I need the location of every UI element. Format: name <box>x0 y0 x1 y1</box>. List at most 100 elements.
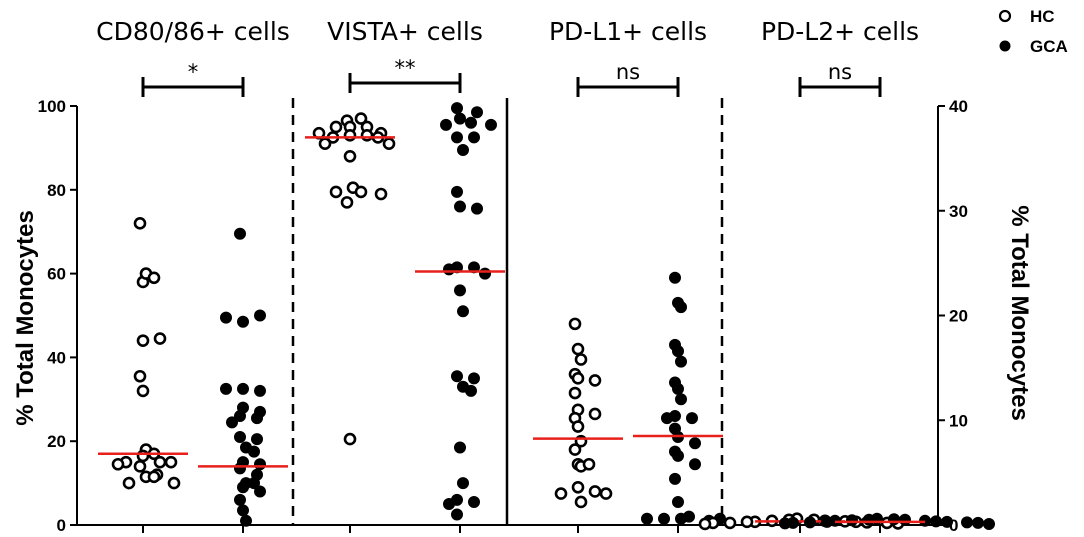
hc-data-point <box>571 480 585 494</box>
hc-data-point <box>588 485 602 498</box>
gca-data-point <box>941 515 953 528</box>
gca-data-point <box>983 517 995 530</box>
panel-title: CD80/86+ cells <box>96 17 290 46</box>
hc-data-point <box>582 457 596 471</box>
left-y-axis-label: % Total Monocytes <box>12 210 39 426</box>
hc-data-point <box>133 460 147 473</box>
gca-data-point <box>454 200 466 213</box>
gca-data-point <box>454 112 466 125</box>
gca-data-point <box>254 485 266 498</box>
gca-data-point <box>451 370 463 383</box>
hc-data-point <box>568 443 582 456</box>
hc-data-point <box>354 185 368 199</box>
gca-data-point <box>254 458 266 471</box>
hc-data-point <box>329 185 343 199</box>
gca-data-point <box>234 493 246 506</box>
gca-data-point <box>248 477 260 490</box>
right-y-axis-label: % Total Monocytes <box>1006 205 1033 421</box>
hc-data-point <box>698 517 712 531</box>
right-tick-label: 30 <box>949 202 968 221</box>
gca-data-point <box>451 131 463 144</box>
hc-data-point <box>164 455 178 469</box>
hc-data-point <box>340 196 354 209</box>
hc-data-point <box>136 334 150 347</box>
hc-data-point <box>147 470 161 484</box>
left-tick-label: 40 <box>47 348 66 367</box>
hc-data-point <box>571 342 585 356</box>
gca-data-point <box>479 267 491 280</box>
gca-data-point <box>846 514 858 527</box>
right-tick-label: 40 <box>949 97 968 116</box>
gca-data-point <box>251 412 263 425</box>
significance-label: ** <box>395 56 416 80</box>
gca-data-point <box>821 515 833 528</box>
hc-data-point <box>153 455 167 469</box>
gca-data-point <box>471 106 483 119</box>
gca-data-point <box>669 271 681 284</box>
gca-data-point <box>686 412 698 425</box>
panel-title: VISTA+ cells <box>327 17 483 46</box>
gca-data-point <box>454 441 466 454</box>
left-tick-label: 80 <box>47 181 66 200</box>
hc-data-point <box>318 137 332 151</box>
hc-data-point <box>354 112 368 125</box>
right-tick-label: 20 <box>949 307 968 326</box>
left-tick-label: 0 <box>57 516 66 535</box>
hc-data-point <box>343 149 357 163</box>
gca-data-point <box>451 102 463 115</box>
gca-data-point <box>451 185 463 198</box>
gca-data-point <box>661 412 673 425</box>
gca-data-point <box>899 513 911 526</box>
gca-data-point <box>234 462 246 475</box>
hc-data-point <box>329 120 343 134</box>
gca-data-point <box>440 118 452 131</box>
hc-data-point <box>133 217 147 230</box>
hc-data-point <box>554 487 568 500</box>
gca-data-point <box>468 131 480 144</box>
hc-data-point <box>343 432 357 446</box>
gca-data-point <box>451 508 463 521</box>
hc-data-point <box>571 420 585 433</box>
gca-data-point <box>675 301 687 314</box>
gca-data-point <box>485 118 497 131</box>
left-tick-label: 100 <box>38 97 66 116</box>
gca-data-point <box>683 510 695 523</box>
gca-data-point <box>234 431 246 444</box>
gca-data-point <box>672 449 684 462</box>
gca-data-point <box>457 143 469 156</box>
gca-data-point <box>961 516 973 529</box>
hc-data-point <box>599 487 613 500</box>
hc-data-point <box>147 271 161 285</box>
gca-data-point <box>237 504 249 517</box>
hc-data-point <box>574 353 588 366</box>
hc-data-point <box>571 372 585 385</box>
significance-label: * <box>188 60 199 84</box>
gca-data-point <box>465 384 477 397</box>
gca-data-point <box>251 433 263 446</box>
hc-data-point <box>343 129 357 142</box>
legend-label: HC <box>1030 7 1055 26</box>
hc-data-point <box>723 516 737 530</box>
hc-data-point <box>588 407 602 421</box>
gca-data-point <box>443 263 455 276</box>
gca-data-point <box>930 515 942 528</box>
gca-data-point <box>672 495 684 508</box>
left-tick-label: 60 <box>47 265 66 284</box>
gca-data-point <box>689 437 701 450</box>
gca-data-point <box>672 345 684 358</box>
gca-data-point <box>863 513 875 526</box>
gca-data-point <box>804 516 816 529</box>
right-tick-label: 10 <box>949 411 968 430</box>
gca-data-point <box>972 516 984 529</box>
hc-data-point <box>360 129 374 142</box>
hc-data-point <box>382 137 396 151</box>
gca-data-point <box>248 445 260 458</box>
gca-data-point <box>471 202 483 215</box>
gca-data-point <box>226 416 238 429</box>
legend-marker-gca <box>999 40 1011 52</box>
gca-data-point <box>457 477 469 490</box>
hc-data-point <box>136 384 150 398</box>
hc-data-point <box>136 449 150 463</box>
significance-label: ns <box>616 60 640 84</box>
